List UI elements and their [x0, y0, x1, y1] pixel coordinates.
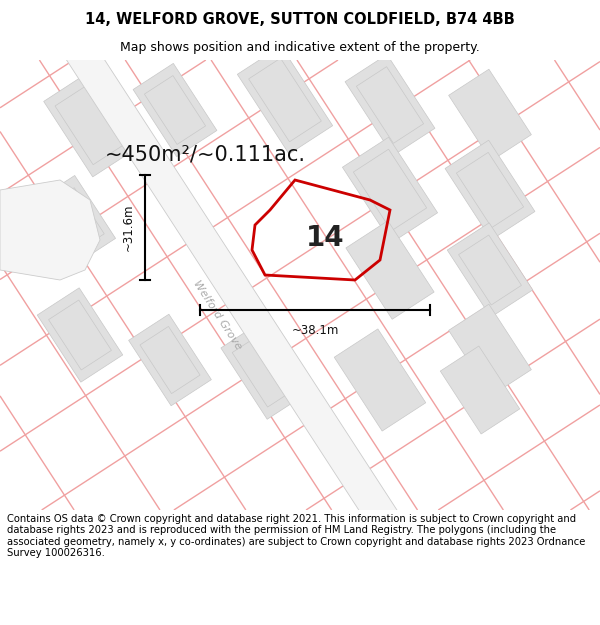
Polygon shape — [34, 176, 116, 264]
Polygon shape — [128, 314, 211, 406]
Text: ~450m²/~0.111ac.: ~450m²/~0.111ac. — [105, 145, 306, 165]
Polygon shape — [37, 288, 123, 382]
Text: ~38.1m: ~38.1m — [292, 324, 338, 337]
Text: 14: 14 — [305, 224, 344, 252]
Polygon shape — [449, 304, 532, 396]
Polygon shape — [232, 333, 298, 407]
Polygon shape — [343, 138, 437, 242]
Polygon shape — [46, 188, 104, 253]
Polygon shape — [221, 321, 309, 419]
Polygon shape — [346, 221, 434, 319]
Text: Welford Grove: Welford Grove — [191, 279, 243, 351]
Polygon shape — [55, 85, 125, 165]
Polygon shape — [353, 149, 427, 231]
Polygon shape — [449, 69, 532, 161]
Polygon shape — [440, 346, 520, 434]
Polygon shape — [133, 63, 217, 157]
Polygon shape — [248, 58, 322, 142]
Polygon shape — [145, 76, 206, 144]
Polygon shape — [49, 300, 112, 370]
Polygon shape — [140, 326, 200, 394]
Polygon shape — [457, 152, 524, 228]
Text: 14, WELFORD GROVE, SUTTON COLDFIELD, B74 4BB: 14, WELFORD GROVE, SUTTON COLDFIELD, B74… — [85, 12, 515, 27]
Polygon shape — [356, 67, 424, 143]
Polygon shape — [31, 0, 439, 592]
Text: Contains OS data © Crown copyright and database right 2021. This information is : Contains OS data © Crown copyright and d… — [7, 514, 586, 558]
Polygon shape — [44, 73, 136, 177]
Polygon shape — [447, 223, 533, 317]
Polygon shape — [458, 235, 521, 305]
Polygon shape — [0, 180, 100, 280]
Text: Map shows position and indicative extent of the property.: Map shows position and indicative extent… — [120, 41, 480, 54]
Text: ~31.6m: ~31.6m — [122, 204, 135, 251]
Polygon shape — [345, 54, 435, 156]
Polygon shape — [238, 46, 332, 154]
Polygon shape — [334, 329, 426, 431]
Polygon shape — [445, 140, 535, 240]
